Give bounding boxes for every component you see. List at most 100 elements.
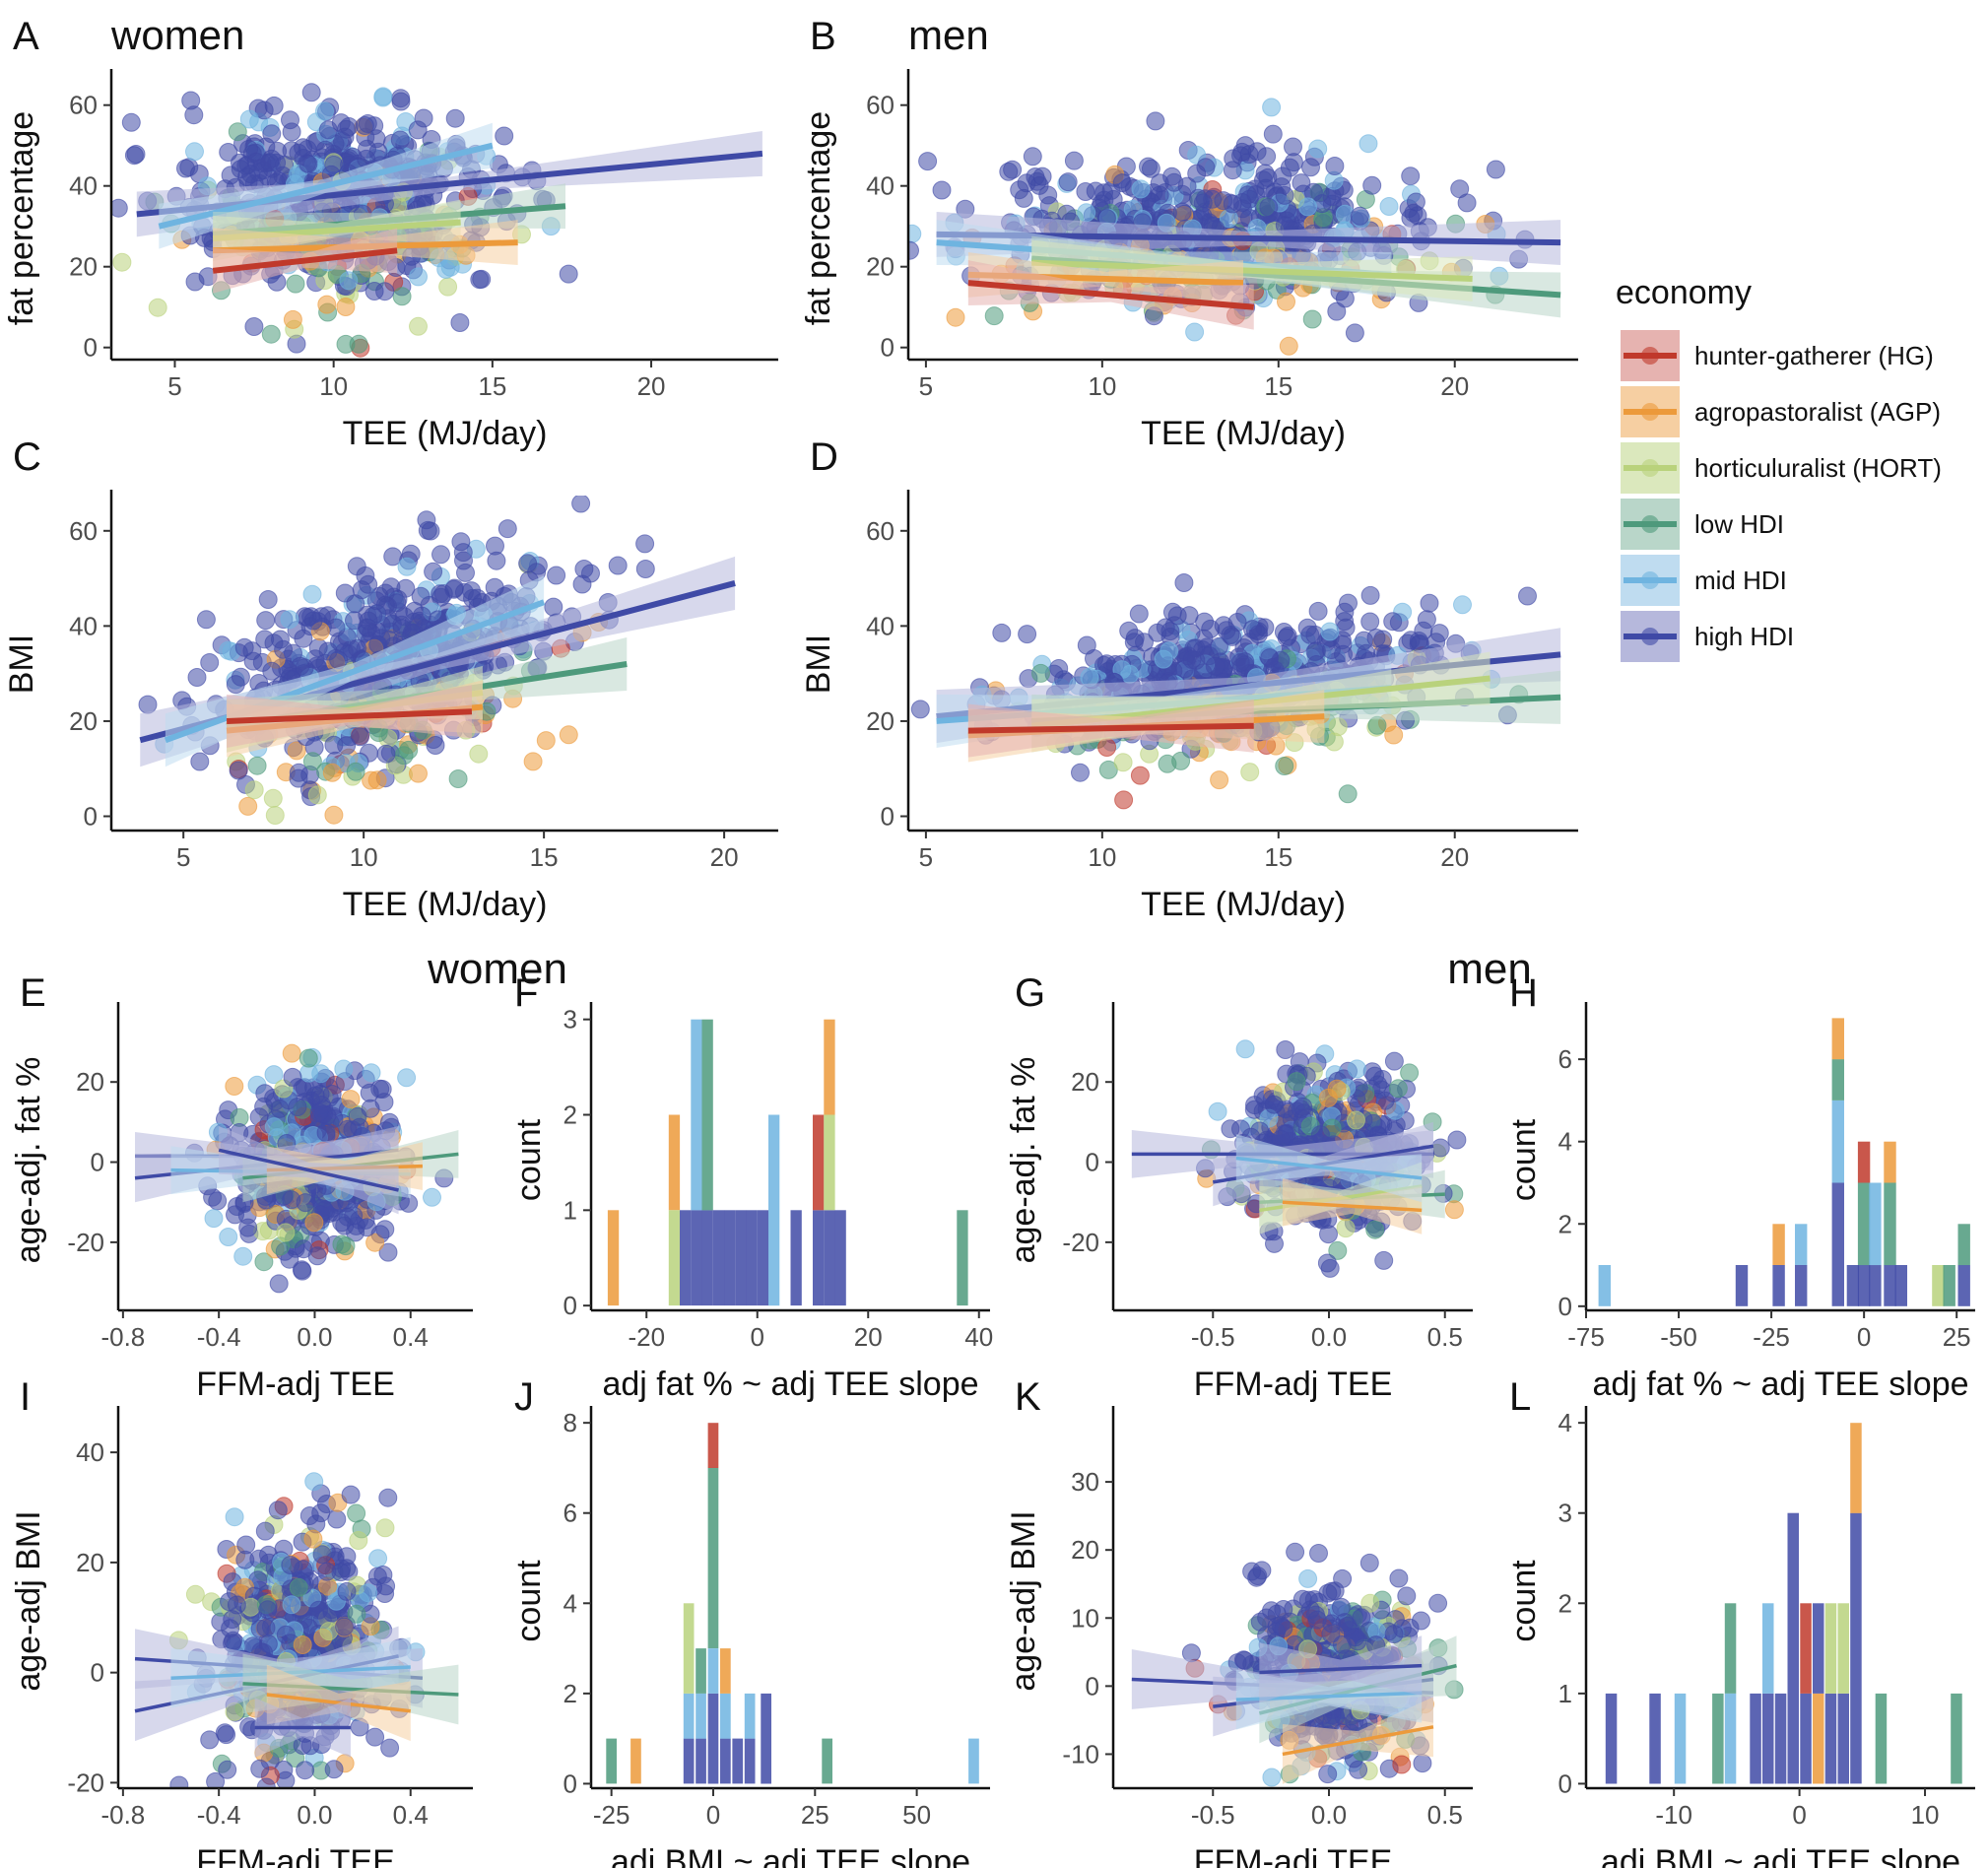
y-axis-title: BMI [800, 634, 837, 694]
histogram-bar [761, 1693, 771, 1784]
x-tick-label: 5 [919, 371, 933, 401]
data-point [448, 769, 468, 788]
histogram-bar [724, 1210, 736, 1306]
x-axis-title: FFM-adj TEE [196, 1843, 395, 1868]
data-point [359, 1583, 378, 1603]
data-point [327, 1509, 347, 1529]
data-point [1429, 624, 1449, 643]
data-point [121, 112, 141, 132]
data-point [365, 1233, 385, 1252]
data-point [1325, 157, 1345, 175]
data-point [111, 198, 128, 218]
data-point [1318, 1088, 1338, 1107]
data-point [1277, 628, 1296, 647]
y-tick-label: 20 [866, 252, 895, 282]
y-tick-label: 0 [84, 802, 98, 832]
data-point [571, 496, 591, 513]
x-tick-label: -50 [1660, 1322, 1697, 1352]
data-point [423, 1187, 441, 1207]
plot-area [1598, 1018, 1970, 1306]
y-tick-label: 0 [881, 802, 895, 832]
histogram-bar [1857, 1182, 1871, 1266]
histogram-bar [683, 1693, 695, 1739]
data-point [1279, 336, 1298, 356]
data-point [635, 534, 655, 554]
data-point [1174, 573, 1194, 592]
data-point [409, 764, 428, 783]
data-point [1383, 612, 1403, 632]
panel-letter-d: D [810, 435, 838, 479]
data-point [239, 109, 259, 129]
data-point [1032, 167, 1052, 186]
x-tick-label: -0.5 [1191, 1322, 1235, 1352]
plot-area [606, 1423, 979, 1784]
data-point [280, 610, 299, 630]
histogram-bar [701, 1019, 713, 1211]
data-point [451, 532, 471, 552]
data-point [1058, 172, 1078, 192]
data-point [438, 277, 458, 297]
data-point [341, 1485, 361, 1504]
plot-area [134, 1472, 459, 1788]
data-point [1018, 625, 1037, 644]
data-point [347, 1604, 366, 1624]
plot-area [138, 496, 736, 825]
data-point [347, 1503, 366, 1523]
y-tick-label: 0 [1558, 1292, 1572, 1321]
data-point [1113, 753, 1133, 772]
y-tick-label: 40 [866, 611, 895, 640]
data-point [289, 1577, 308, 1597]
data-point [1205, 656, 1225, 676]
data-point [334, 1059, 354, 1079]
data-point [282, 1043, 301, 1063]
histogram-bar [1772, 1224, 1785, 1266]
y-tick-label: 6 [1558, 1044, 1572, 1074]
data-point [397, 557, 417, 576]
data-point [235, 1550, 255, 1569]
x-tick-label: 15 [530, 842, 559, 872]
x-tick-label: 20 [1440, 842, 1469, 872]
y-tick-label: 2 [1558, 1209, 1572, 1238]
data-point [1293, 1097, 1313, 1116]
histogram-bar [707, 1423, 719, 1468]
fit-lines [936, 628, 1561, 763]
data-point [169, 1775, 189, 1788]
x-axis-title: TEE (MJ/day) [343, 886, 548, 923]
data-point [1014, 188, 1033, 208]
data-point [431, 545, 450, 565]
data-point [264, 96, 284, 115]
x-tick-label: 0.4 [393, 1800, 429, 1830]
data-point [375, 1518, 395, 1538]
data-point [544, 597, 563, 617]
histogram-bar [757, 1210, 769, 1306]
data-point [241, 165, 261, 184]
data-point [1071, 763, 1090, 782]
data-point [326, 618, 346, 637]
data-point [1347, 1110, 1365, 1130]
x-tick-label: 40 [964, 1322, 993, 1352]
histogram-bar [744, 1693, 756, 1739]
x-tick-label: 20 [637, 371, 666, 401]
histogram-bar [707, 1648, 719, 1694]
y-tick-label: 0 [563, 1768, 577, 1798]
x-tick-label: 0.4 [393, 1322, 429, 1352]
y-axis-title: age-adj. fat % [1005, 1057, 1042, 1264]
data-point [260, 153, 280, 172]
x-tick-label: 0.0 [1311, 1322, 1347, 1352]
data-point [495, 126, 514, 146]
panel-letter-h: H [1509, 971, 1538, 1015]
fit-lines [139, 556, 736, 767]
data-point [255, 1084, 275, 1103]
x-tick-label: 25 [1943, 1322, 1971, 1352]
data-point [1317, 1253, 1337, 1273]
data-point [1177, 176, 1197, 196]
data-point [287, 741, 306, 761]
data-point [1064, 151, 1084, 170]
histogram-bar [1857, 1265, 1871, 1306]
data-point [518, 554, 538, 573]
histogram-bar [1831, 1182, 1844, 1306]
data-point [1302, 309, 1322, 329]
